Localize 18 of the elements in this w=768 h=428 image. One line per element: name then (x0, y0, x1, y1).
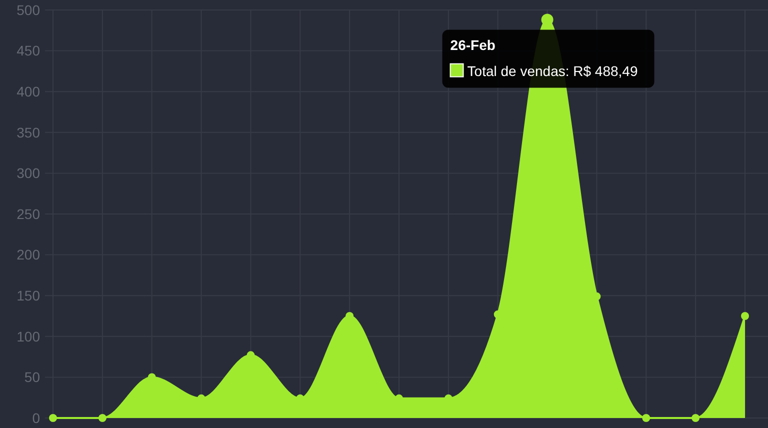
point (692, 414, 700, 422)
y-tick-label: 400 (16, 84, 40, 100)
y-tick-label: 50 (24, 369, 40, 386)
point (741, 312, 749, 320)
y-tick-label: 350 (16, 124, 40, 140)
y-tick-label: 250 (16, 206, 40, 222)
point (49, 414, 57, 422)
point (98, 414, 106, 422)
annotation: Total de vendas: R$ 488,49 (467, 62, 638, 79)
y-tick-label: 300 (16, 165, 40, 182)
y-tick-label: 0 (32, 410, 40, 426)
y-tick-label: 500 (16, 2, 40, 18)
y-tick-label: 100 (16, 328, 40, 344)
annotation: 26-Feb (450, 36, 496, 53)
y-tick-label: 150 (16, 288, 40, 304)
y-tick-label: 450 (16, 42, 40, 59)
point (642, 414, 650, 422)
y-tick-label: 200 (16, 246, 40, 263)
